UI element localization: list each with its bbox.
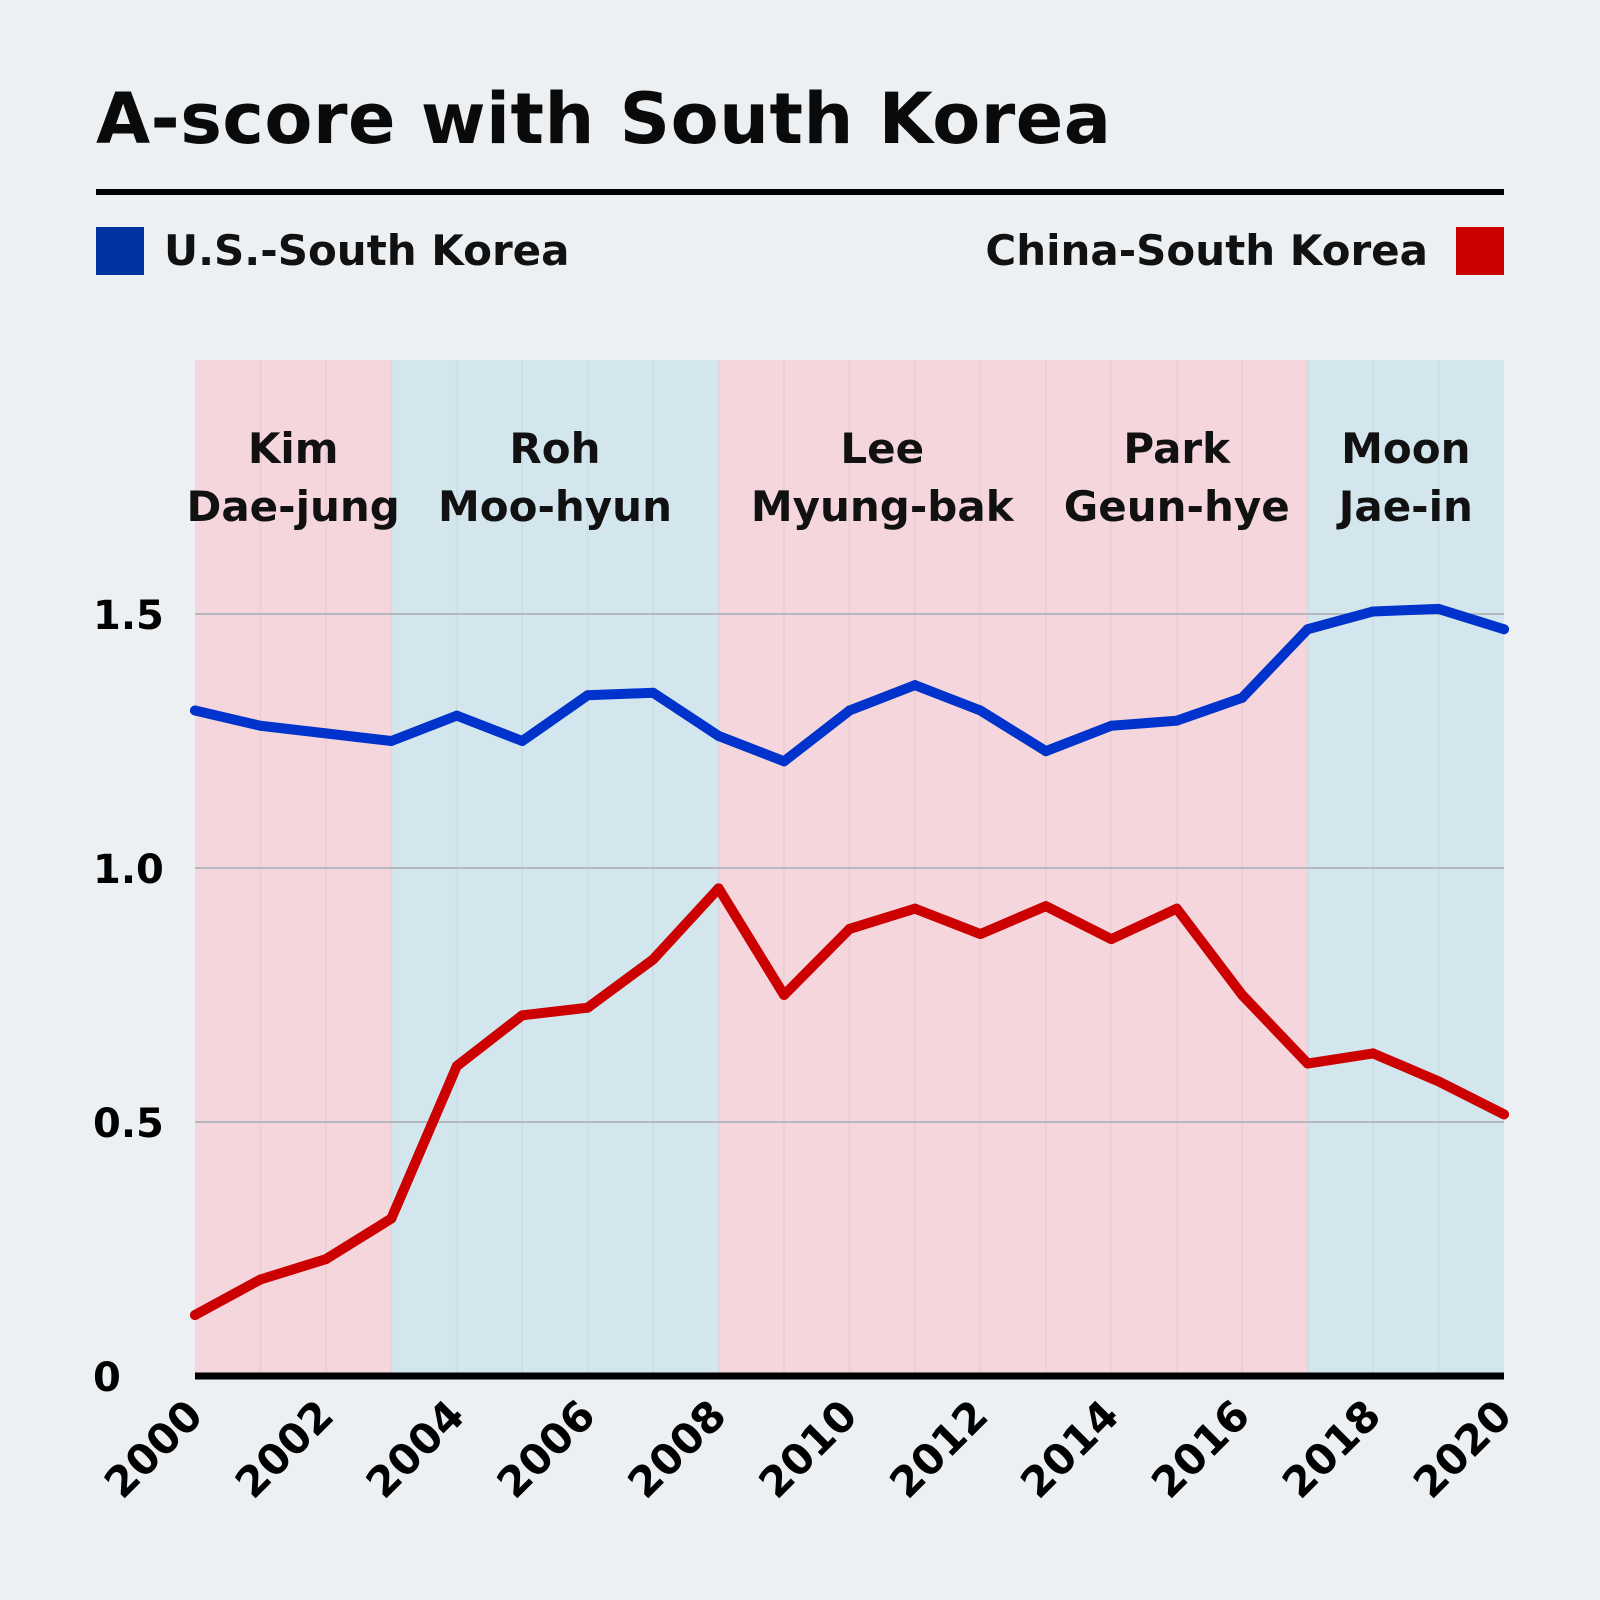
data-point [320,1254,331,1265]
data-point [517,736,528,746]
data-point [1171,903,1182,914]
x-tick-label: 2018 [1273,1390,1390,1507]
data-point [1237,692,1248,703]
data-point [1040,901,1051,912]
y-tick-label: 0 [93,1355,121,1401]
y-tick-label: 0.5 [93,1101,164,1147]
x-tick-label: 2006 [487,1390,604,1507]
y-tick-label: 1.0 [93,847,164,893]
data-point [713,883,724,894]
legend-swatch-us [96,226,144,275]
x-tick-label: 2016 [1142,1390,1259,1507]
era-label-line1: Kim [248,424,339,473]
legend-item-us: U.S.-South Korea [96,226,570,275]
x-tick-label: 2010 [749,1390,866,1507]
data-point [1499,624,1509,635]
era-label-line2: Moo-hyun [438,482,672,531]
x-tick-label: 2014 [1011,1390,1128,1507]
data-point [909,903,920,914]
data-point [582,1002,593,1013]
data-point [779,990,790,1000]
data-point [255,720,266,731]
era-label-line1: Park [1123,424,1231,473]
data-point [1433,603,1444,614]
x-tick-label: 2012 [880,1390,997,1507]
era-label-line2: Jae-in [1336,482,1473,531]
data-point [1106,720,1117,731]
era-label-line2: Geun-hye [1064,482,1290,531]
data-point [713,730,724,741]
y-tick-label: 1.5 [93,593,164,639]
data-point [517,1010,528,1021]
era-label-line1: Moon [1341,424,1470,473]
data-point [190,1310,200,1321]
legend-label-china: China-South Korea [985,226,1428,275]
data-point [320,728,331,739]
data-point [1368,606,1379,617]
data-point [909,680,920,691]
data-point [1171,715,1182,726]
x-tick-label: 2004 [357,1390,474,1507]
legend-swatch-china [1456,226,1504,275]
data-point [1040,746,1051,757]
title-divider [96,189,1504,195]
x-tick-label: 2008 [618,1390,735,1507]
era-label-line2: Dae-jung [186,482,399,531]
legend-item-china: China-South Korea [985,226,1504,275]
x-tick-label: 2020 [1404,1390,1521,1507]
data-point [451,1061,462,1072]
data-point [844,923,855,934]
data-point [386,1213,397,1224]
data-point [1106,934,1117,945]
era-label-line2: Myung-bak [751,482,1015,531]
x-tick-label: 2000 [95,1390,212,1507]
data-point [975,929,986,940]
data-point [648,687,659,698]
data-point [779,756,790,767]
data-point [582,690,593,701]
data-point [1499,1109,1509,1120]
data-point [1368,1048,1379,1059]
data-point [1237,990,1248,1000]
legend-label-us: U.S.-South Korea [164,226,570,275]
era-label-line1: Roh [509,424,600,473]
data-point [1302,624,1313,635]
data-point [648,954,659,965]
data-point [1302,1058,1313,1069]
data-point [1433,1076,1444,1087]
data-point [386,736,397,746]
data-point [844,705,855,716]
data-point [975,705,986,716]
era-label-line1: Lee [840,424,924,473]
x-tick-label: 2002 [226,1390,343,1507]
chart-title: A-score with South Korea [96,78,1112,160]
data-point [451,710,462,721]
data-point [255,1274,266,1285]
data-point [190,705,200,716]
